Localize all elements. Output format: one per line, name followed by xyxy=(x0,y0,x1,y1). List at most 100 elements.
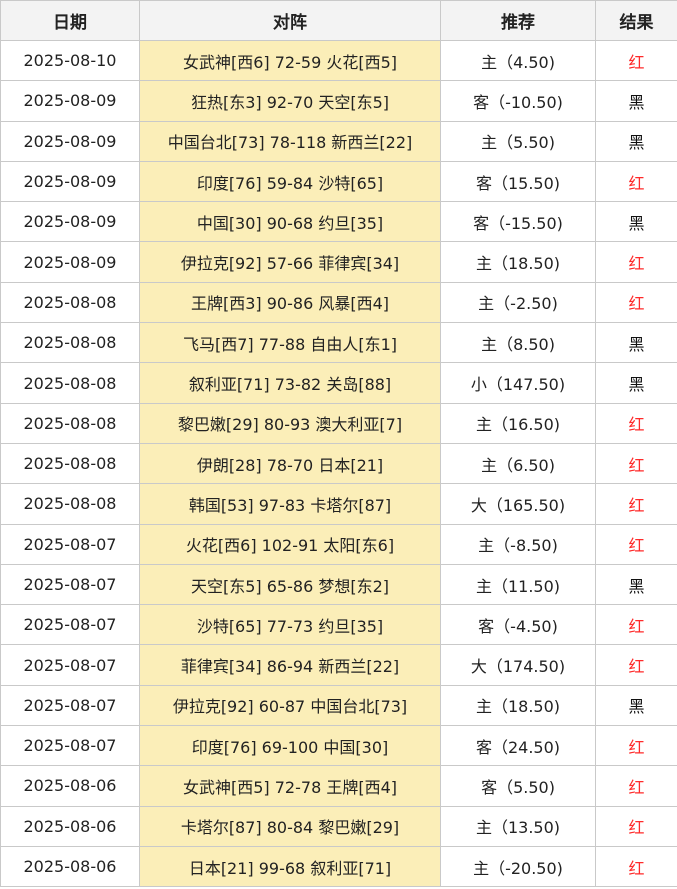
pick-cell: 客（24.50) xyxy=(440,725,596,767)
date-cell: 2025-08-08 xyxy=(0,281,140,324)
table-row: 2025-08-08 黎巴嫩[29] 80-93 澳大利亚[7] 主（16.50) 红 xyxy=(0,402,677,444)
result-cell: 红 xyxy=(595,281,677,324)
date-cell: 2025-08-09 xyxy=(0,80,140,122)
date-cell: 2025-08-09 xyxy=(0,201,140,243)
pick-cell: 主（16.50) xyxy=(440,402,596,444)
table-row: 2025-08-09 狂热[东3] 92-70 天空[东5] 客（-10.50) 黑 xyxy=(0,80,677,122)
date-cell: 2025-08-06 xyxy=(0,765,140,807)
result-cell: 红 xyxy=(595,845,677,888)
table-body: 2025-08-10 女武神[西6] 72-59 火花[西5] 主（4.50) 红 20… xyxy=(0,39,677,888)
pick-cell: 主（-8.50) xyxy=(440,523,596,565)
pick-cell: 主（4.50) xyxy=(440,39,596,82)
result-cell: 红 xyxy=(595,725,677,767)
match-cell: 伊拉克[92] 60-87 中国台北[73] xyxy=(139,684,441,727)
date-cell: 2025-08-08 xyxy=(0,362,140,404)
pick-cell: 客（5.50) xyxy=(440,765,596,807)
match-cell: 中国台北[73] 78-118 新西兰[22] xyxy=(139,120,441,162)
result-cell: 红 xyxy=(595,160,677,203)
result-cell: 红 xyxy=(595,442,677,485)
date-cell: 2025-08-10 xyxy=(0,39,140,82)
result-cell: 红 xyxy=(595,644,677,686)
date-cell: 2025-08-07 xyxy=(0,604,140,646)
result-cell: 黑 xyxy=(595,120,677,162)
result-cell: 黑 xyxy=(595,563,677,606)
result-cell: 红 xyxy=(595,765,677,807)
date-cell: 2025-08-08 xyxy=(0,442,140,485)
header-match: 对阵 xyxy=(139,0,441,41)
result-cell: 红 xyxy=(595,241,677,283)
date-cell: 2025-08-09 xyxy=(0,120,140,162)
table-row: 2025-08-10 女武神[西6] 72-59 火花[西5] 主（4.50) 红 xyxy=(0,39,677,82)
match-cell: 中国[30] 90-68 约旦[35] xyxy=(139,201,441,243)
header-result: 结果 xyxy=(595,0,677,41)
date-cell: 2025-08-07 xyxy=(0,684,140,727)
date-cell: 2025-08-09 xyxy=(0,241,140,283)
match-cell: 伊朗[28] 78-70 日本[21] xyxy=(139,442,441,485)
match-cell: 女武神[西5] 72-78 王牌[西4] xyxy=(139,765,441,807)
table-row: 2025-08-07 菲律宾[34] 86-94 新西兰[22] 大（174.50)… xyxy=(0,644,677,686)
pick-cell: 小（147.50) xyxy=(440,362,596,404)
pick-cell: 主（13.50) xyxy=(440,805,596,847)
pick-cell: 客（-4.50) xyxy=(440,604,596,646)
date-cell: 2025-08-07 xyxy=(0,523,140,565)
table-row: 2025-08-07 印度[76] 69-100 中国[30] 客（24.50) 红 xyxy=(0,725,677,767)
result-cell: 黑 xyxy=(595,201,677,243)
match-cell: 日本[21] 99-68 叙利亚[71] xyxy=(139,845,441,888)
table-row: 2025-08-06 日本[21] 99-68 叙利亚[71] 主（-20.50) 红 xyxy=(0,845,677,888)
table-row: 2025-08-08 叙利亚[71] 73-82 关岛[88] 小（147.50) 黑 xyxy=(0,362,677,404)
match-cell: 菲律宾[34] 86-94 新西兰[22] xyxy=(139,644,441,686)
result-cell: 红 xyxy=(595,483,677,525)
table-row: 2025-08-07 伊拉克[92] 60-87 中国台北[73] 主（18.50)… xyxy=(0,684,677,727)
date-cell: 2025-08-08 xyxy=(0,322,140,364)
match-cell: 沙特[65] 77-73 约旦[35] xyxy=(139,604,441,646)
date-cell: 2025-08-07 xyxy=(0,563,140,606)
result-cell: 红 xyxy=(595,402,677,444)
match-cell: 王牌[西3] 90-86 风暴[西4] xyxy=(139,281,441,324)
table-row: 2025-08-09 中国台北[73] 78-118 新西兰[22] 主（5.50)… xyxy=(0,120,677,162)
header-pick: 推荐 xyxy=(440,0,596,41)
table-row: 2025-08-07 沙特[65] 77-73 约旦[35] 客（-4.50) 红 xyxy=(0,604,677,646)
date-cell: 2025-08-06 xyxy=(0,845,140,888)
table-row: 2025-08-07 火花[西6] 102-91 太阳[东6] 主（-8.50) 红 xyxy=(0,523,677,565)
result-cell: 黑 xyxy=(595,80,677,122)
pick-cell: 主（8.50) xyxy=(440,322,596,364)
table-row: 2025-08-06 女武神[西5] 72-78 王牌[西4] 客（5.50) 红 xyxy=(0,765,677,807)
match-cell: 飞马[西7] 77-88 自由人[东1] xyxy=(139,322,441,364)
match-cell: 黎巴嫩[29] 80-93 澳大利亚[7] xyxy=(139,402,441,444)
match-cell: 印度[76] 69-100 中国[30] xyxy=(139,725,441,767)
table-row: 2025-08-08 飞马[西7] 77-88 自由人[东1] 主（8.50) 黑 xyxy=(0,322,677,364)
pick-cell: 主（-20.50) xyxy=(440,845,596,888)
match-cell: 伊拉克[92] 57-66 菲律宾[34] xyxy=(139,241,441,283)
pick-cell: 客（15.50) xyxy=(440,160,596,203)
match-cell: 天空[东5] 65-86 梦想[东2] xyxy=(139,563,441,606)
result-cell: 黑 xyxy=(595,684,677,727)
pick-cell: 主（6.50) xyxy=(440,442,596,485)
result-cell: 黑 xyxy=(595,322,677,364)
match-cell: 火花[西6] 102-91 太阳[东6] xyxy=(139,523,441,565)
pick-cell: 客（-10.50) xyxy=(440,80,596,122)
date-cell: 2025-08-09 xyxy=(0,160,140,203)
pick-cell: 主（18.50) xyxy=(440,684,596,727)
result-cell: 红 xyxy=(595,604,677,646)
date-cell: 2025-08-08 xyxy=(0,483,140,525)
table-row: 2025-08-08 伊朗[28] 78-70 日本[21] 主（6.50) 红 xyxy=(0,442,677,485)
pick-cell: 主（-2.50) xyxy=(440,281,596,324)
pick-cell: 主（11.50) xyxy=(440,563,596,606)
table-row: 2025-08-09 伊拉克[92] 57-66 菲律宾[34] 主（18.50) 红 xyxy=(0,241,677,283)
table-row: 2025-08-06 卡塔尔[87] 80-84 黎巴嫩[29] 主（13.50) 红 xyxy=(0,805,677,847)
table-row: 2025-08-08 韩国[53] 97-83 卡塔尔[87] 大（165.50) 红 xyxy=(0,483,677,525)
match-cell: 卡塔尔[87] 80-84 黎巴嫩[29] xyxy=(139,805,441,847)
match-cell: 叙利亚[71] 73-82 关岛[88] xyxy=(139,362,441,404)
match-cell: 印度[76] 59-84 沙特[65] xyxy=(139,160,441,203)
table-row: 2025-08-09 中国[30] 90-68 约旦[35] 客（-15.50) 黑 xyxy=(0,201,677,243)
table-row: 2025-08-08 王牌[西3] 90-86 风暴[西4] 主（-2.50) 红 xyxy=(0,281,677,324)
date-cell: 2025-08-08 xyxy=(0,402,140,444)
result-cell: 红 xyxy=(595,805,677,847)
result-cell: 红 xyxy=(595,39,677,82)
result-cell: 红 xyxy=(595,523,677,565)
date-cell: 2025-08-07 xyxy=(0,725,140,767)
header-date: 日期 xyxy=(0,0,140,41)
date-cell: 2025-08-07 xyxy=(0,644,140,686)
match-cell: 女武神[西6] 72-59 火花[西5] xyxy=(139,39,441,82)
